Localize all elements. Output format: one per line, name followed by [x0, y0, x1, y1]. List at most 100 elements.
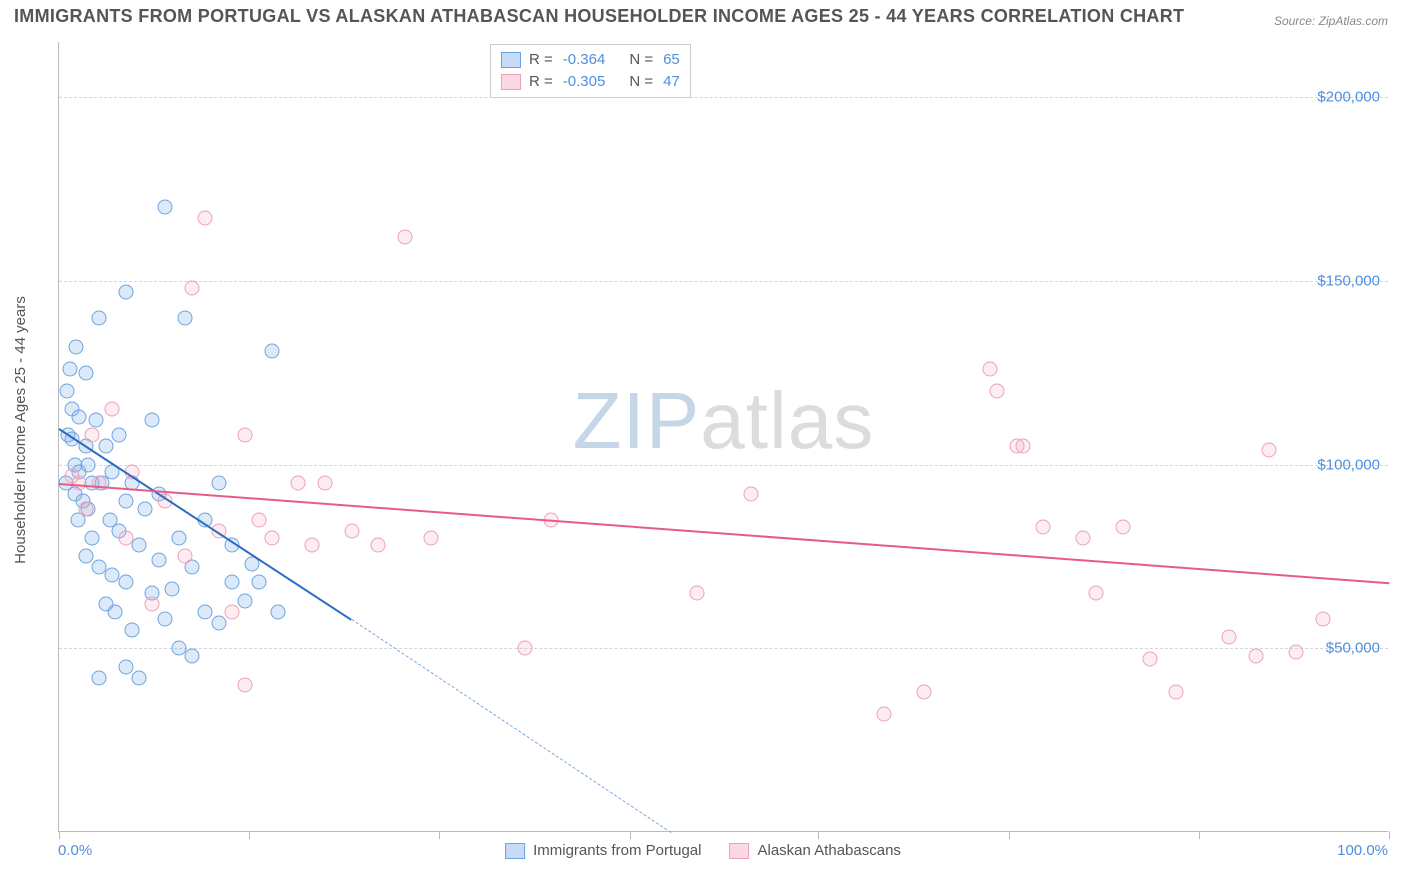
data-point: [185, 281, 200, 296]
correlation-legend: R = -0.364 N = 65 R = -0.305 N = 47: [490, 44, 691, 98]
data-point: [78, 549, 93, 564]
data-point: [81, 457, 96, 472]
data-point: [1036, 520, 1051, 535]
data-point: [224, 575, 239, 590]
data-point: [91, 310, 106, 325]
data-point: [916, 685, 931, 700]
gridline: [59, 648, 1388, 649]
swatch-blue: [501, 52, 521, 68]
trend-line: [58, 428, 352, 621]
data-point: [107, 604, 122, 619]
data-point: [138, 501, 153, 516]
data-point: [983, 362, 998, 377]
data-point: [118, 659, 133, 674]
data-point: [198, 211, 213, 226]
data-point: [85, 531, 100, 546]
data-point: [158, 200, 173, 215]
data-point: [105, 402, 120, 417]
data-point: [318, 475, 333, 490]
data-point: [118, 531, 133, 546]
data-point: [171, 531, 186, 546]
data-point: [89, 413, 104, 428]
data-point: [185, 648, 200, 663]
x-tick: [59, 831, 60, 839]
data-point: [251, 575, 266, 590]
data-point: [111, 428, 126, 443]
data-point: [344, 523, 359, 538]
data-point: [1288, 644, 1303, 659]
x-tick: [630, 831, 631, 839]
data-point: [151, 553, 166, 568]
data-point: [91, 670, 106, 685]
data-point: [59, 384, 74, 399]
data-point: [211, 475, 226, 490]
legend-item: Immigrants from Portugal: [505, 842, 701, 859]
data-point: [224, 604, 239, 619]
data-point: [131, 538, 146, 553]
data-point: [743, 486, 758, 501]
watermark: ZIPatlas: [573, 375, 874, 467]
data-point: [78, 501, 93, 516]
data-point: [238, 428, 253, 443]
data-point: [1142, 652, 1157, 667]
data-point: [69, 339, 84, 354]
data-point: [238, 678, 253, 693]
data-point: [690, 586, 705, 601]
data-point: [98, 439, 113, 454]
data-point: [211, 615, 226, 630]
legend-item: Alaskan Athabascans: [729, 842, 900, 859]
x-tick: [1199, 831, 1200, 839]
gridline: [59, 97, 1388, 98]
data-point: [178, 549, 193, 564]
x-tick: [1389, 831, 1390, 839]
x-tick: [1009, 831, 1010, 839]
data-point: [118, 494, 133, 509]
data-point: [238, 593, 253, 608]
swatch-pink: [729, 843, 749, 859]
x-axis-min-label: 0.0%: [58, 842, 92, 859]
data-point: [85, 428, 100, 443]
x-tick: [439, 831, 440, 839]
data-point: [1262, 442, 1277, 457]
data-point: [118, 575, 133, 590]
data-point: [517, 641, 532, 656]
chart-title: IMMIGRANTS FROM PORTUGAL VS ALASKAN ATHA…: [14, 6, 1184, 27]
data-point: [118, 284, 133, 299]
gridline: [59, 465, 1388, 466]
gridline: [59, 281, 1388, 282]
data-point: [198, 604, 213, 619]
data-point: [251, 512, 266, 527]
x-tick: [818, 831, 819, 839]
swatch-pink: [501, 74, 521, 90]
data-point: [424, 531, 439, 546]
data-point: [371, 538, 386, 553]
data-point: [1169, 685, 1184, 700]
data-point: [264, 343, 279, 358]
legend-row: R = -0.305 N = 47: [501, 71, 680, 93]
data-point: [397, 229, 412, 244]
y-tick-label: $200,000: [1317, 89, 1380, 106]
y-tick-label: $50,000: [1326, 640, 1380, 657]
data-point: [271, 604, 286, 619]
data-point: [876, 707, 891, 722]
x-tick: [249, 831, 250, 839]
y-axis-title: Householder Income Ages 25 - 44 years: [12, 296, 29, 564]
data-point: [1016, 439, 1031, 454]
data-point: [264, 531, 279, 546]
data-point: [71, 409, 86, 424]
data-point: [145, 413, 160, 428]
y-tick-label: $150,000: [1317, 272, 1380, 289]
data-point: [125, 622, 140, 637]
y-tick-label: $100,000: [1317, 456, 1380, 473]
scatter-plot: ZIPatlas $50,000 $100,000 $150,000 $200,000: [58, 42, 1388, 832]
data-point: [62, 362, 77, 377]
data-point: [1249, 648, 1264, 663]
data-point: [158, 611, 173, 626]
source-label: Source: ZipAtlas.com: [1274, 14, 1388, 28]
data-point: [1076, 531, 1091, 546]
series-legend: Immigrants from Portugal Alaskan Athabas…: [505, 842, 901, 859]
data-point: [304, 538, 319, 553]
data-point: [131, 670, 146, 685]
x-axis-max-label: 100.0%: [1337, 842, 1388, 859]
trend-line: [59, 483, 1389, 584]
